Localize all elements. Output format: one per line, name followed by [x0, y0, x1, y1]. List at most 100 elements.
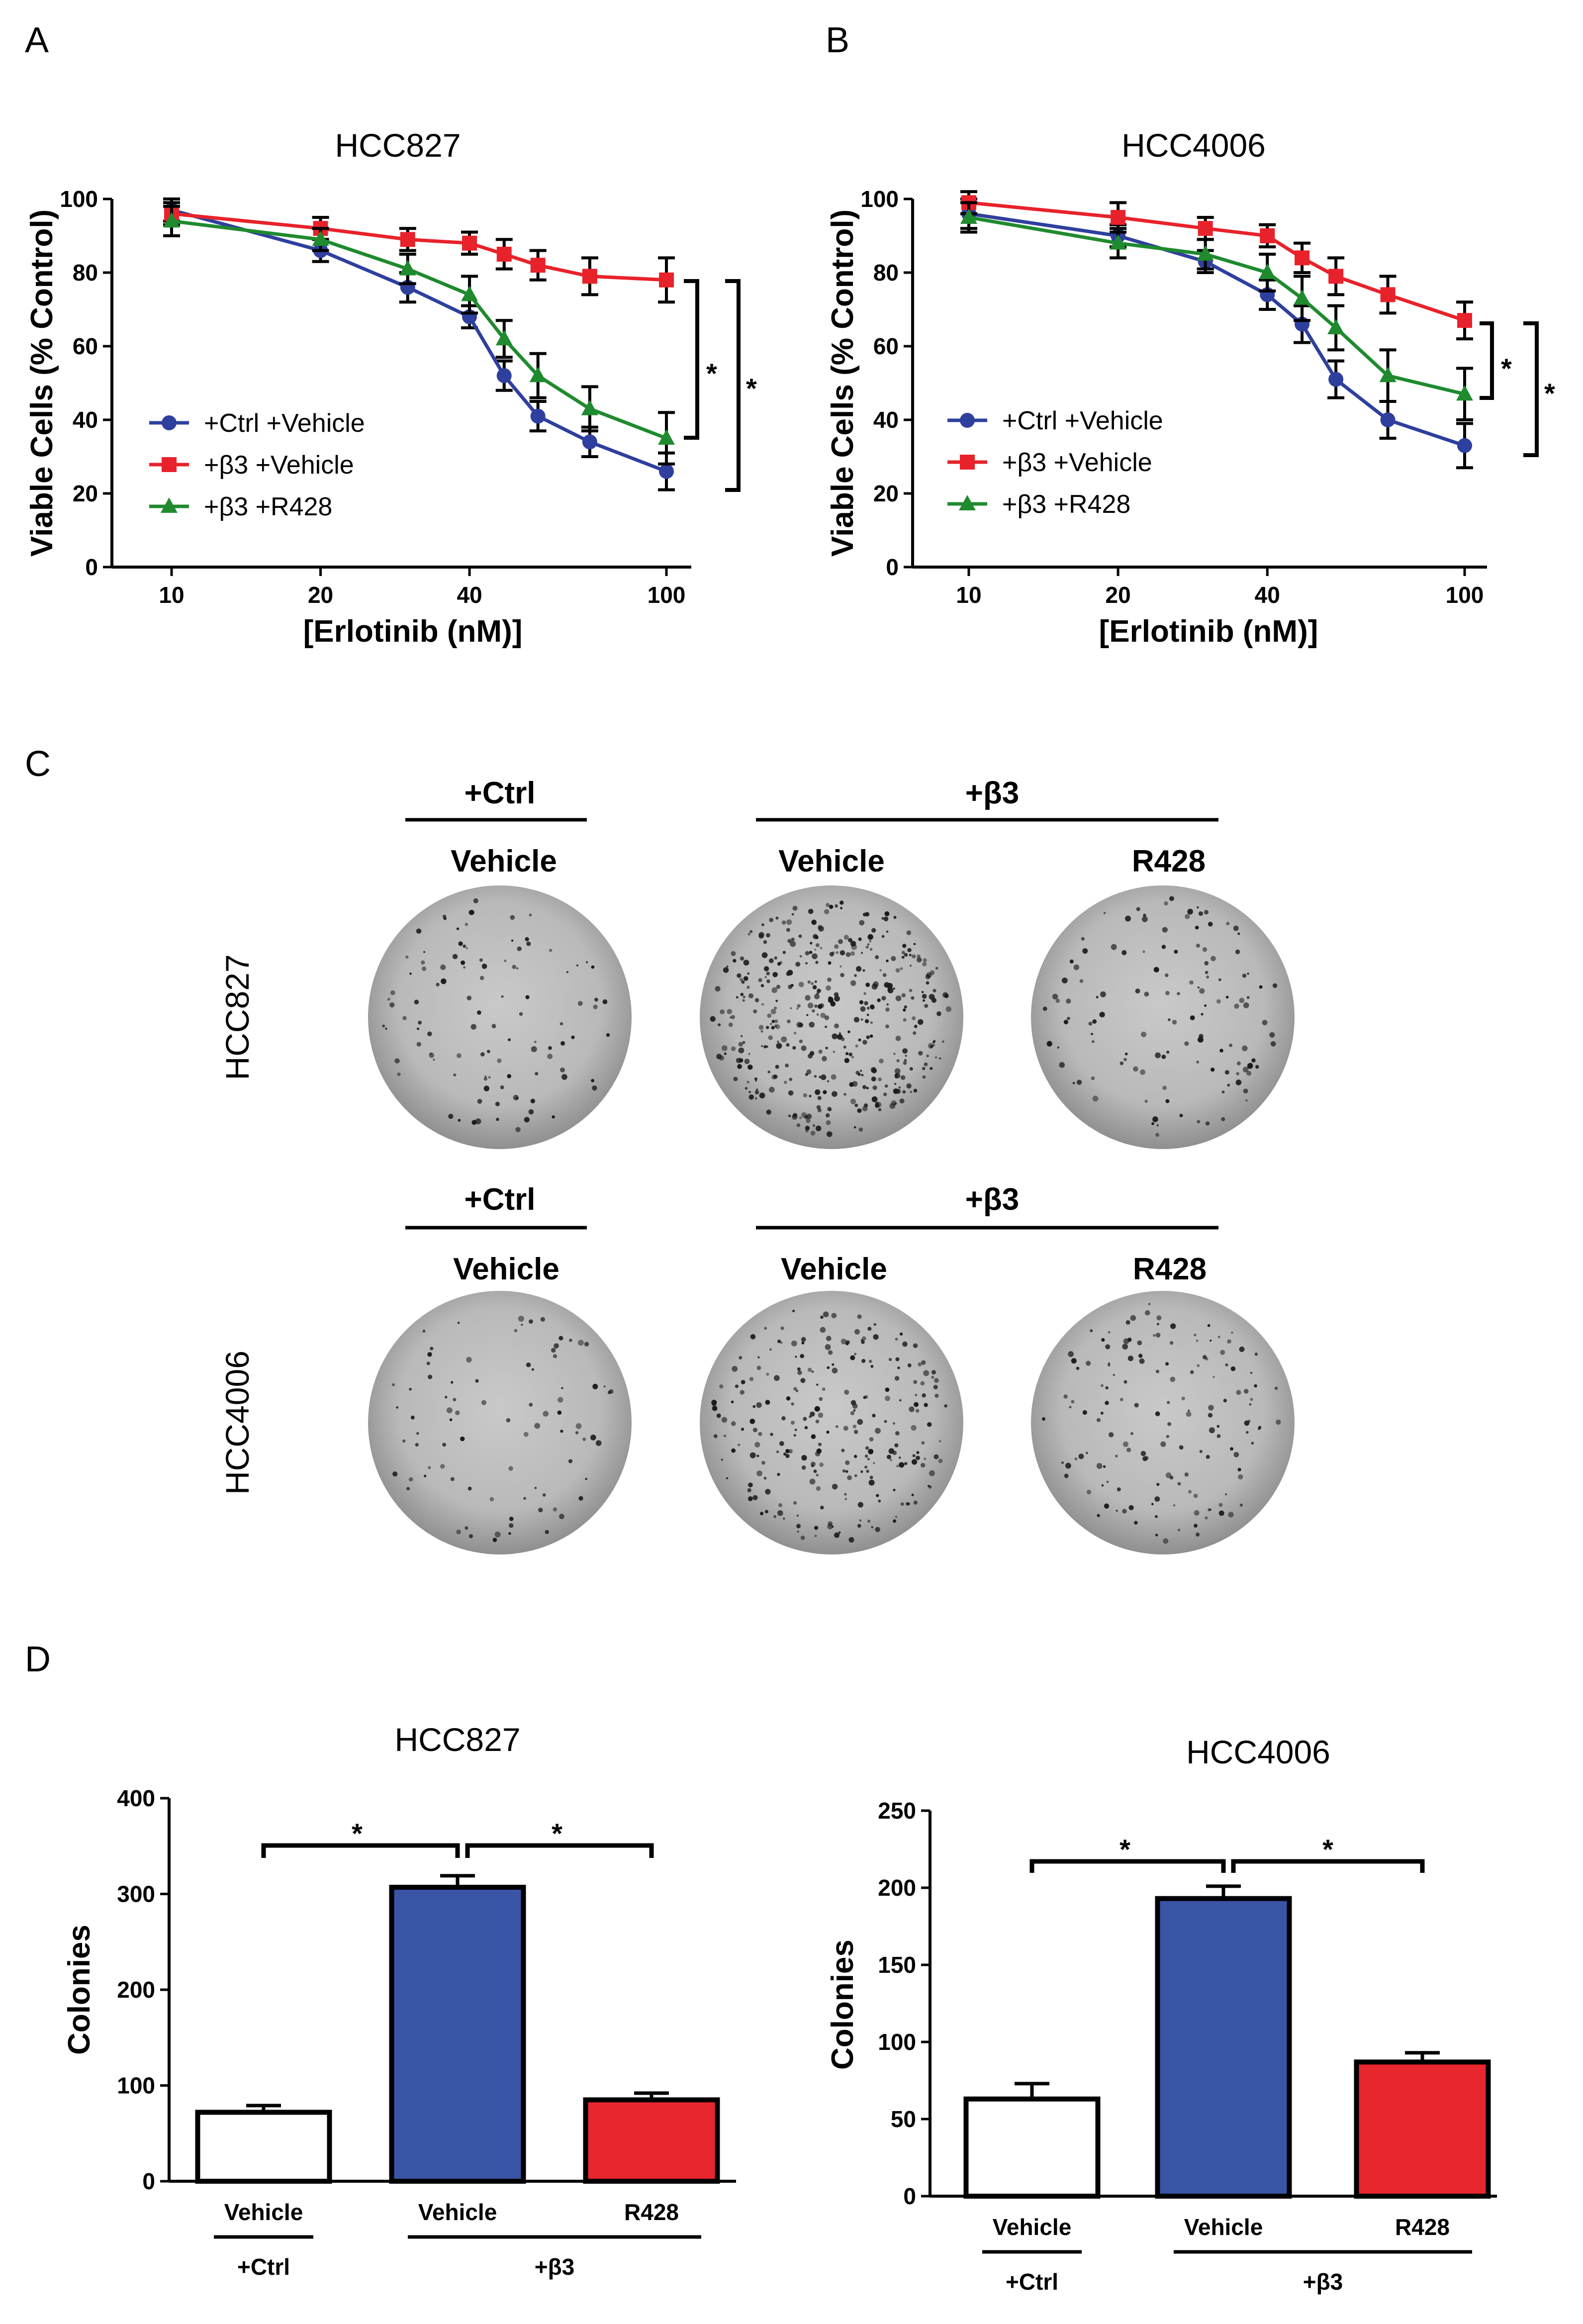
a-legend-label: +Ctrl +Vehicle [204, 409, 365, 438]
colony-dot [875, 1527, 880, 1533]
colony-dot [1155, 1515, 1158, 1518]
d1-ytick-label: 300 [117, 1881, 155, 1907]
colony-dot [869, 1034, 873, 1038]
colony-dot [798, 934, 802, 938]
colony-dot [893, 1488, 896, 1491]
colony-dot [878, 1077, 882, 1081]
a-ytick-label: 60 [73, 333, 98, 359]
b-point [1260, 228, 1275, 243]
chart-d2-star-right: * [1322, 1834, 1333, 1865]
colony-dot [743, 995, 745, 998]
d2-category-label: Vehicle [1184, 2214, 1263, 2240]
a-point [658, 429, 675, 445]
colony-dot [1127, 1356, 1133, 1361]
c-row2-cell-line: HCC4006 [219, 1351, 256, 1495]
colony-dot [1177, 1482, 1181, 1486]
colony-dot [479, 975, 484, 980]
colony-dot [433, 1059, 435, 1061]
colony-dot [390, 990, 395, 995]
colony-dot [864, 1465, 867, 1469]
colony-dot [899, 1332, 903, 1336]
colony-dot [534, 1041, 537, 1044]
colony-dot [780, 1341, 783, 1344]
colony-dot [868, 1479, 875, 1486]
colony-dot [834, 1532, 840, 1538]
colony-dot [1151, 1503, 1154, 1506]
colony-dot [839, 906, 843, 910]
colony-dot [868, 1449, 874, 1454]
colony-dot [857, 1314, 862, 1319]
colony-dot [809, 1478, 816, 1485]
colony-dot [1190, 1370, 1194, 1374]
colony-dot [861, 1358, 866, 1363]
colony-dot [823, 1090, 827, 1094]
colony-dot [1237, 932, 1240, 935]
colony-dot [519, 1012, 523, 1016]
colony-dot [1086, 1360, 1091, 1366]
b-xtick-label: 20 [1106, 582, 1131, 608]
colony-dot [831, 1074, 837, 1080]
colony-dot [723, 1434, 727, 1438]
colony-dot [465, 923, 468, 926]
d2-ytick-label: 250 [878, 1798, 916, 1824]
a-point [582, 269, 597, 284]
colony-dot [1208, 1405, 1214, 1411]
colony-dot [914, 1402, 919, 1407]
colony-dot [1090, 1329, 1093, 1333]
a-point [461, 286, 478, 301]
colony-dot [560, 1041, 565, 1046]
d2-group-label: +β3 [1303, 2269, 1343, 2295]
colony-dot [1234, 1003, 1239, 1009]
colony-dot [893, 916, 897, 919]
colony-dot [824, 909, 830, 915]
colony-dot [1211, 1067, 1215, 1072]
colony-dot [553, 1507, 557, 1512]
colony-dot [741, 1428, 745, 1431]
colony-dot [886, 913, 888, 915]
colony-dot [843, 1093, 846, 1096]
colony-dot [415, 1443, 419, 1447]
colony-dot [1141, 916, 1148, 922]
colony-dot [1239, 997, 1245, 1003]
colony-dot [750, 1334, 756, 1340]
colony-dot [760, 1030, 763, 1033]
colony-dot [740, 992, 744, 996]
colony-dot [844, 1493, 847, 1496]
colony-dot [1100, 991, 1106, 997]
colony-dot [1220, 1350, 1225, 1355]
colony-dot [870, 1364, 874, 1368]
colony-dot [1177, 992, 1180, 995]
colony-dot [866, 1035, 870, 1039]
colony-dot [473, 898, 478, 904]
colony-dot [1227, 1083, 1230, 1087]
colony-dot [848, 1052, 853, 1057]
colony-dot [575, 1431, 579, 1435]
colony-dot [761, 923, 764, 926]
colony-dot [865, 945, 869, 949]
colony-dot [1103, 912, 1106, 914]
colony-dot [416, 1042, 422, 1047]
colony-dot [483, 1077, 487, 1081]
colony-dot [870, 1004, 875, 1009]
colony-dot [764, 1510, 768, 1514]
colony-dot [811, 1370, 814, 1373]
colony-dot [449, 1418, 453, 1421]
colony-dot [453, 1073, 457, 1077]
colony-dot [804, 1426, 808, 1430]
colony-dot [1165, 1099, 1170, 1103]
colony-dot [854, 1430, 858, 1434]
colony-dot [602, 999, 608, 1004]
colony-dot [913, 1343, 918, 1349]
colony-dot [790, 984, 794, 987]
colony-dot [814, 1406, 820, 1412]
colony-dot [894, 1376, 900, 1381]
colony-dot [814, 949, 817, 951]
colony-dot [452, 954, 458, 960]
colony-dot [918, 1362, 922, 1367]
colony-dot [927, 975, 930, 977]
colony-dot [528, 1109, 534, 1115]
colony-dot [477, 1099, 482, 1104]
colony-dot [906, 1083, 912, 1089]
d1-bar-1 [389, 1885, 526, 2184]
colony-dot [531, 1046, 537, 1053]
